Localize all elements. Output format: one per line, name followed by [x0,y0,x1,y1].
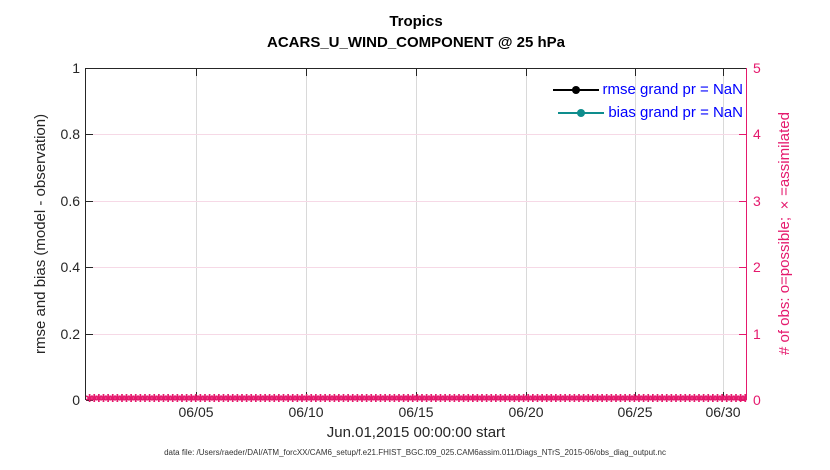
y-tick-right [739,334,746,335]
y-tick-right [739,134,746,135]
y-tick-left [86,201,93,202]
y-gridline [85,134,747,135]
rmse-dot-icon [571,85,580,94]
legend-label-bias: bias grand pr = NaN [608,104,743,121]
x-tick-label: 06/10 [288,404,324,420]
axis-spine-right [746,68,747,400]
x-tick-bottom [196,392,197,399]
legend-item-bias: bias grand pr = NaN [553,101,743,124]
y-gridline [85,334,747,335]
x-tick-top [306,69,307,76]
y-tick-left [86,400,93,401]
x-tick-bottom [723,392,724,399]
left-y-tick-label: 0.6 [60,193,80,209]
x-tick-label: 06/30 [705,404,741,420]
legend-item-rmse: rmse grand pr = NaN [552,78,743,101]
y-tick-right [739,400,746,401]
plot-area: rmse grand pr = NaN bias grand pr = NaN [85,68,747,401]
data-file-path: data file: /Users/raeder/DAI/ATM_forcXX/… [164,448,666,457]
x-tick-bottom [635,392,636,399]
obs-assimilated-marker-band: ✱✱✱✱✱✱✱✱✱✱✱✱✱✱✱✱✱✱✱✱✱✱✱✱✱✱✱✱✱✱✱✱✱✱✱✱✱✱✱✱… [85,393,747,405]
y-tick-left [86,334,93,335]
left-y-tick-label: 0.4 [60,259,80,275]
right-y-tick-label: 5 [753,60,761,76]
x-gridline [306,68,307,400]
y-tick-left [86,267,93,268]
axis-spine-bottom [85,399,747,400]
x-axis-label: Jun.01,2015 00:00:00 start [326,424,506,441]
x-tick-label: 06/15 [398,404,434,420]
right-y-tick-label: 0 [753,392,761,408]
x-tick-bottom [306,392,307,399]
plot-title-variable: ACARS_U_WIND_COMPONENT @ 25 hPa [266,34,565,51]
x-gridline [635,68,636,400]
x-tick-bottom [416,392,417,399]
left-y-tick-label: 1 [72,60,80,76]
x-gridline [723,68,724,400]
y-gridline [85,201,747,202]
right-y-tick-label: 1 [753,326,761,342]
y-tick-right [739,267,746,268]
right-y-tick-label: 4 [753,126,761,142]
x-tick-top [196,69,197,76]
x-tick-label: 06/05 [178,404,214,420]
bias-dot-icon [577,108,586,117]
legend-label-rmse: rmse grand pr = NaN [602,81,743,98]
x-tick-top [723,69,724,76]
bias-line-marker-sample [558,108,605,118]
x-gridline [526,68,527,400]
left-y-tick-label: 0.2 [60,326,80,342]
left-y-tick-label: 0 [72,392,80,408]
y-gridline [85,267,747,268]
axis-spine-top [85,68,747,69]
x-tick-top [635,69,636,76]
x-gridline [196,68,197,400]
y-tick-right [739,201,746,202]
right-y-tick-label: 2 [753,259,761,275]
x-tick-top [526,69,527,76]
y-tick-left [86,134,93,135]
left-y-tick-label: 0.8 [60,126,80,142]
plot-title-region: Tropics [389,13,443,30]
axis-spine-left [85,68,86,400]
left-y-axis-label: rmse and bias (model - observation) [32,113,49,355]
right-y-tick-label: 3 [753,193,761,209]
x-tick-top [416,69,417,76]
right-y-axis-label: # of obs: o=possible; ×=assimilated [776,112,793,356]
plot-title-block: Tropics ACARS_U_WIND_COMPONENT @ 25 hPa [85,12,747,54]
x-tick-label: 06/20 [508,404,544,420]
x-tick-label: 06/25 [617,404,653,420]
x-tick-bottom [526,392,527,399]
legend: rmse grand pr = NaN bias grand pr = NaN [552,78,743,124]
rmse-line-marker-sample [552,85,599,95]
x-gridline [416,68,417,400]
